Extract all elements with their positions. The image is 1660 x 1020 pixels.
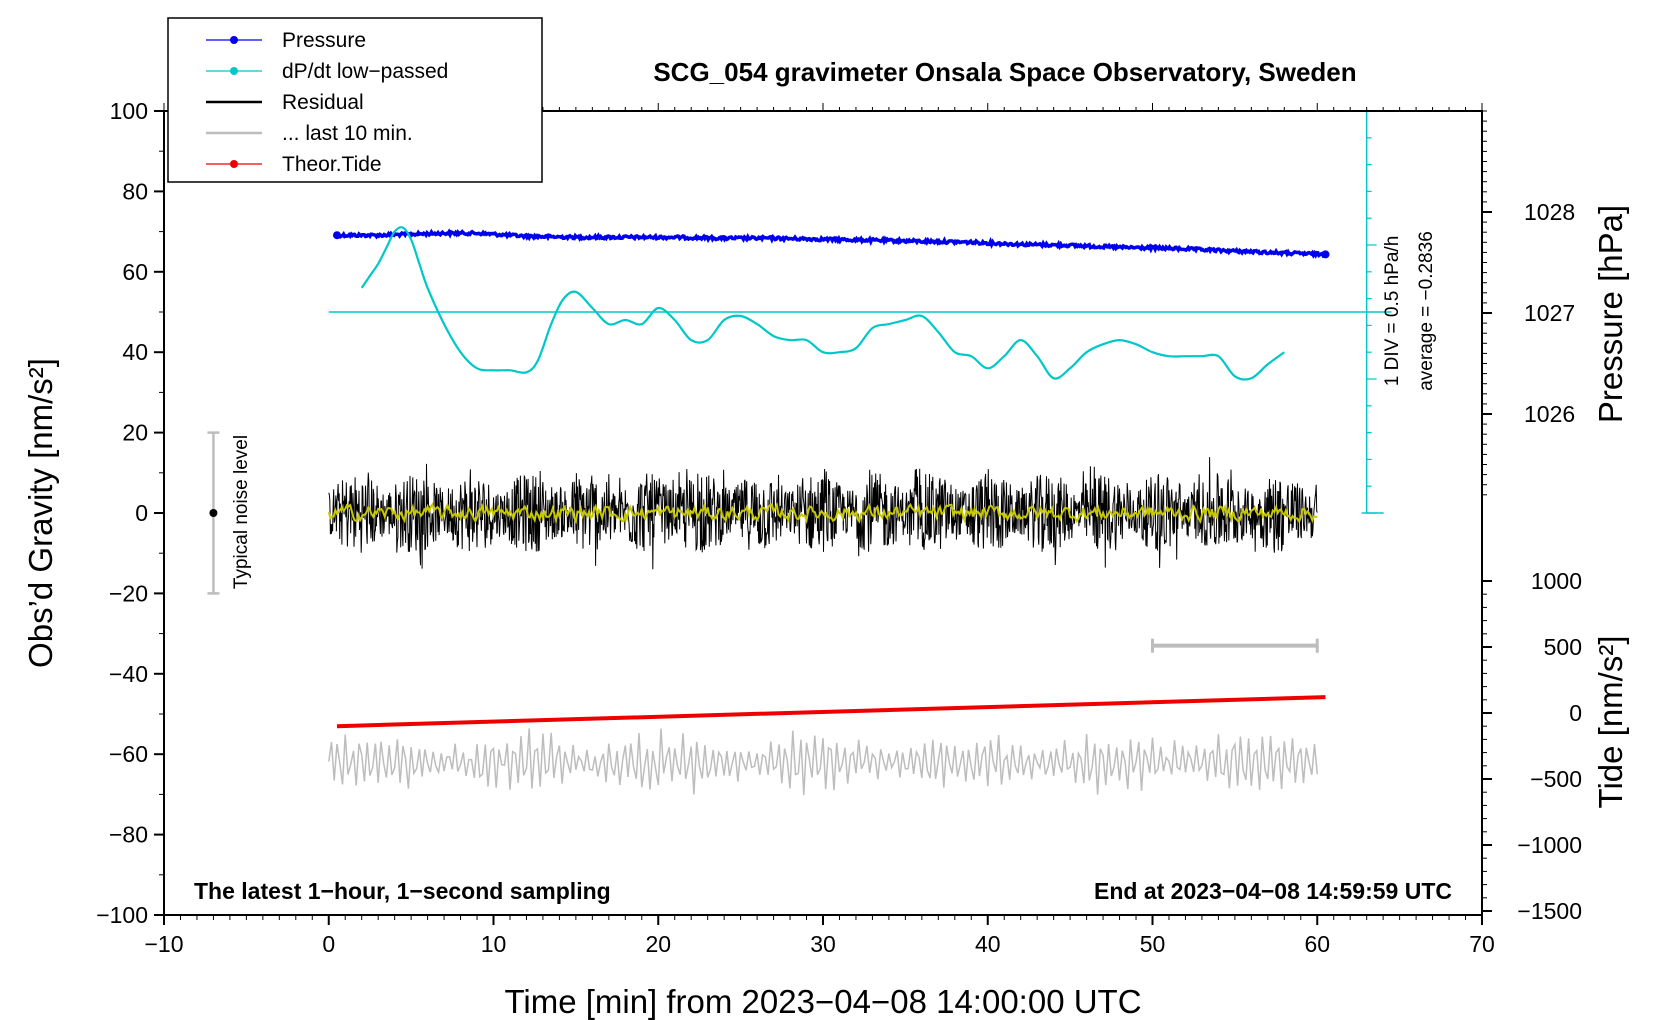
- legend-label: Theor.Tide: [282, 153, 382, 176]
- y-tick-label: 20: [122, 420, 148, 446]
- tide-tick-label: 500: [1544, 634, 1582, 660]
- x-tick-label: −10: [144, 931, 183, 957]
- tide-tick-label: −1500: [1517, 898, 1582, 924]
- x-tick-labels: −10 0 10 20 30 40 50 60 70: [144, 931, 1494, 957]
- dpdt-average-label: average = −0.2836: [1416, 231, 1437, 391]
- pressure-tick-label: 1026: [1524, 401, 1575, 427]
- y-tick-label: 0: [135, 500, 148, 526]
- sampling-note: The latest 1−hour, 1−second sampling: [194, 878, 611, 904]
- y-tick-label: −20: [109, 580, 148, 606]
- x-tick-label: 60: [1304, 931, 1330, 957]
- tide-tick-label: 1000: [1531, 568, 1582, 594]
- end-time-note: End at 2023−04−08 14:59:59 UTC: [1094, 878, 1452, 904]
- y-axis-title-pressure: Pressure [hPa]: [1592, 205, 1629, 423]
- tide-line: [336, 695, 1326, 729]
- dpdt-line: [360, 226, 1285, 381]
- y-tick-label: −80: [109, 822, 148, 848]
- x-axis-title: Time [min] from 2023−04−08 14:00:00 UTC: [504, 983, 1141, 1020]
- pressure-line: [335, 228, 1327, 259]
- residual-line: [328, 457, 1318, 570]
- chart-title: SCG_054 gravimeter Onsala Space Observat…: [653, 57, 1356, 87]
- tide-tick-labels: 1000 500 0 −500 −1000 −1500: [1517, 568, 1582, 924]
- legend-swatch-marker: [230, 160, 238, 168]
- legend: Pressure dP/dt low−passed Residual ... last…: [167, 17, 543, 183]
- x-tick-label: 40: [975, 931, 1001, 957]
- axis-ticks: [154, 103, 1492, 925]
- residual-smoothed-line: [327, 502, 1318, 525]
- y-tick-label: 80: [122, 178, 148, 204]
- legend-label: Pressure: [282, 29, 366, 52]
- x-tick-label: 70: [1469, 931, 1495, 957]
- y-tick-label: 40: [122, 339, 148, 365]
- pressure-tick-labels: 1028 1027 1026: [1524, 199, 1575, 427]
- y-tick-label: −40: [109, 661, 148, 687]
- legend-swatch-marker: [230, 67, 238, 75]
- legend-swatch-marker: [230, 36, 238, 44]
- noise-level-label: Typical noise level: [231, 435, 252, 589]
- plot-area: [207, 110, 1392, 796]
- x-tick-label: 10: [481, 931, 507, 957]
- y-axis-title-gravity: Obs’d Gravity [nm/s²]: [22, 358, 59, 668]
- tide-tick-label: −500: [1530, 766, 1582, 792]
- x-tick-label: 30: [810, 931, 836, 957]
- y-axis-title-tide: Tide [nm/s²]: [1592, 636, 1629, 809]
- noise-bar-center: [209, 509, 218, 517]
- tide-tick-label: 0: [1569, 700, 1582, 726]
- legend-label: ... last 10 min.: [282, 122, 413, 145]
- tide-tick-label: −1000: [1517, 832, 1582, 858]
- x-tick-label: 50: [1140, 931, 1166, 957]
- legend-label: Residual: [282, 91, 364, 114]
- y-tick-labels: −100 −80 −60 −40 −20 0 20 40 60 80 100: [96, 98, 148, 928]
- pressure-end-point: [1321, 250, 1330, 259]
- x-tick-label: 20: [645, 931, 671, 957]
- y-tick-label: 100: [110, 98, 148, 124]
- legend-label: dP/dt low−passed: [282, 60, 448, 83]
- y-tick-label: −60: [109, 741, 148, 767]
- y-tick-label: 60: [122, 259, 148, 285]
- legend-box: [167, 17, 543, 183]
- dpdt-scale-label: 1 DIV = 0.5 hPa/h: [1382, 236, 1403, 387]
- y-tick-label: −100: [96, 902, 148, 928]
- last-10-min-line: [328, 728, 1319, 796]
- x-tick-label: 0: [322, 931, 335, 957]
- pressure-start-point: [332, 231, 341, 240]
- pressure-tick-label: 1027: [1524, 300, 1575, 326]
- pressure-tick-label: 1028: [1524, 199, 1575, 225]
